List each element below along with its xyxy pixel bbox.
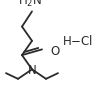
Text: O: O [50, 45, 59, 58]
Text: H$-$Cl: H$-$Cl [62, 34, 94, 48]
Text: H$_2$N: H$_2$N [18, 0, 42, 9]
Text: N: N [28, 64, 36, 77]
